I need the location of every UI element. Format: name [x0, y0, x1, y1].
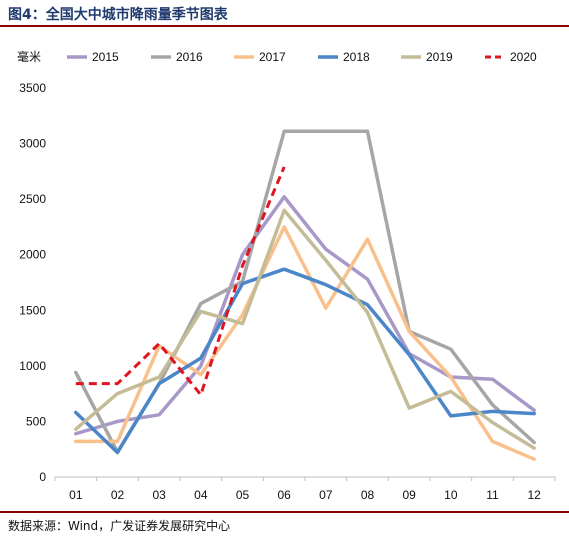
series-line-2019 [74, 208, 536, 450]
y-tick-label: 1000 [19, 359, 46, 373]
x-tick-label: 01 [69, 488, 83, 502]
x-tick-label: 07 [319, 488, 333, 502]
x-tick-label: 12 [527, 488, 541, 502]
legend-label-2016: 2016 [176, 50, 203, 64]
legend-label-2017: 2017 [259, 50, 286, 64]
series-line-2017 [74, 225, 536, 461]
title-bar: 图4：全国大中城市降雨量季节图表 [0, 0, 569, 28]
series-line-2020 [75, 166, 286, 397]
x-tick-label: 04 [194, 488, 208, 502]
legend-label-2018: 2018 [343, 50, 370, 64]
source-rule [0, 511, 569, 513]
y-tick-label: 3500 [19, 81, 46, 95]
y-tick-label: 2000 [19, 248, 46, 262]
x-tick-label: 05 [236, 488, 250, 502]
source-bar: 数据来源：Wind，广发证券发展研究中心 [0, 511, 569, 539]
y-tick-label: 2500 [19, 192, 46, 206]
series-line-2018 [74, 267, 536, 455]
y-tick-label: 0 [39, 470, 46, 484]
x-tick-label: 10 [444, 488, 458, 502]
y-tick-label: 3000 [19, 137, 46, 151]
y-tick-label: 500 [26, 414, 46, 428]
x-tick-label: 11 [486, 488, 499, 502]
y-tick-label: 1500 [19, 303, 46, 317]
x-tick-label: 09 [402, 488, 416, 502]
axes: 0 500 1000 1500 2000 2500 3000 3500 01 02 03 04 05 06… [19, 81, 556, 502]
x-tick-label: 06 [277, 488, 291, 502]
series-group [74, 129, 536, 461]
chart-title: 图4：全国大中城市降雨量季节图表 [8, 7, 228, 23]
legend-label-2019: 2019 [426, 50, 453, 64]
x-tick-label: 02 [111, 488, 125, 502]
x-tick-label: 08 [361, 488, 375, 502]
legend-label-2020: 2020 [510, 50, 537, 64]
x-tick-label: 03 [152, 488, 166, 502]
data-source: 数据来源：Wind，广发证券发展研究中心 [8, 519, 231, 533]
unit-label: 毫米 [17, 49, 41, 64]
line-chart: 毫米 2015 2016 2017 2018 2019 2020 0 500 1000 1500… [17, 49, 556, 502]
title-rule [0, 25, 569, 27]
series-line-2015 [74, 195, 536, 436]
legend: 毫米 2015 2016 2017 2018 2019 2020 [17, 49, 537, 64]
legend-label-2015: 2015 [92, 50, 119, 64]
